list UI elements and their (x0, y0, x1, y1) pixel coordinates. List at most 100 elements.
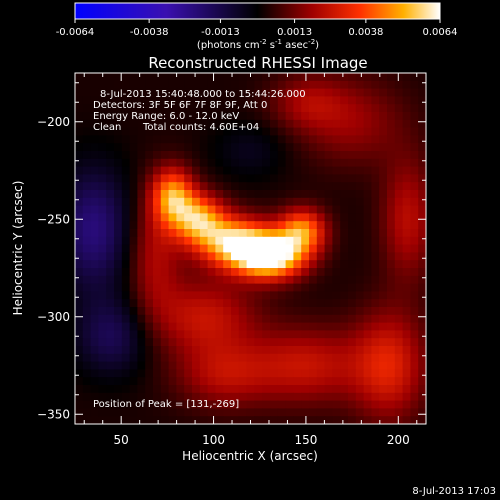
heatmap-cell (254, 166, 263, 175)
heatmap-cell (114, 96, 123, 105)
heatmap-cell (293, 338, 302, 347)
heatmap-cell (301, 236, 310, 246)
heatmap-cell (410, 244, 419, 253)
heatmap-cell (246, 353, 255, 363)
heatmap-cell (332, 307, 341, 316)
heatmap-cell (418, 197, 426, 207)
heatmap-cell (160, 322, 170, 331)
heatmap-cell (379, 151, 388, 160)
chart-title: Reconstructed RHESSI Image (148, 54, 367, 72)
heatmap-cell (394, 135, 404, 144)
heatmap-cell (223, 268, 232, 277)
heatmap-cell (238, 377, 248, 386)
heatmap-cell (199, 127, 209, 136)
heatmap-cell (215, 190, 224, 199)
heatmap-cell (82, 174, 92, 183)
heatmap-cell (199, 197, 209, 207)
heatmap-cell (340, 190, 349, 199)
heatmap-cell (324, 283, 333, 292)
heatmap-cell (176, 104, 185, 113)
heatmap-cell (153, 166, 162, 175)
heatmap-cell (215, 236, 224, 246)
heatmap-cell (277, 307, 287, 316)
heatmap-cell (98, 369, 107, 378)
heatmap-cell (316, 197, 326, 207)
heatmap-cell (223, 392, 232, 402)
heatmap-cell (309, 143, 318, 152)
heatmap-cell (309, 377, 318, 386)
heatmap-cell (277, 385, 287, 394)
heatmap-cell (106, 252, 115, 261)
heatmap-cell (394, 80, 404, 90)
heatmap-cell (215, 127, 224, 136)
heatmap-cell (293, 221, 302, 230)
heatmap-cell (246, 408, 255, 417)
heatmap-cell (332, 338, 341, 347)
heatmap-cell (160, 112, 170, 121)
heatmap-cell (184, 158, 193, 168)
heatmap-cell (363, 205, 372, 214)
heatmap-cell (262, 213, 271, 222)
heatmap-cell (238, 392, 248, 402)
heatmap-cell (418, 213, 426, 222)
heatmap-cell (129, 88, 138, 97)
heatmap-cell (129, 73, 138, 82)
heatmap-cell (231, 338, 240, 347)
heatmap-cell (168, 268, 177, 277)
heatmap-cell (340, 213, 349, 222)
heatmap-cell (379, 96, 388, 105)
heatmap-cell (254, 338, 263, 347)
heatmap-cell (316, 377, 326, 386)
heatmap-cell (418, 166, 426, 175)
heatmap-cell (176, 197, 185, 207)
heatmap-cell (153, 104, 162, 113)
heatmap-cell (75, 416, 84, 424)
heatmap-cell (90, 221, 99, 230)
heatmap-cell (254, 307, 263, 316)
heatmap-cell (371, 346, 380, 355)
heatmap-cell (238, 275, 248, 285)
heatmap-cell (324, 221, 333, 230)
heatmap-cell (98, 182, 107, 191)
heatmap-cell (192, 127, 201, 136)
heatmap-cell (402, 197, 411, 207)
heatmap-cell (153, 330, 162, 339)
heatmap-cell (301, 127, 310, 136)
heatmap-cell (277, 338, 287, 347)
heatmap-cell (355, 182, 365, 191)
heatmap-cell (324, 80, 333, 90)
heatmap-cell (106, 73, 115, 82)
heatmap-cell (371, 158, 380, 168)
heatmap-cell (324, 275, 333, 285)
heatmap-cell (98, 205, 107, 214)
heatmap-cell (168, 135, 177, 144)
heatmap-cell (192, 291, 201, 300)
heatmap-cell (176, 244, 185, 253)
heatmap-cell (379, 221, 388, 230)
heatmap-cell (160, 361, 170, 370)
heatmap-cell (371, 104, 380, 113)
heatmap-cell (199, 229, 209, 238)
heatmap-cell (316, 307, 326, 316)
heatmap-cell (418, 252, 426, 261)
heatmap-cell (192, 353, 201, 363)
heatmap-cell (184, 190, 193, 199)
heatmap-cell (348, 112, 357, 121)
heatmap-cell (168, 182, 177, 191)
heatmap-cell (106, 400, 115, 409)
heatmap-cell (184, 182, 193, 191)
heatmap-cell (129, 151, 138, 160)
heatmap-cell (410, 151, 419, 160)
heatmap-cell (192, 221, 201, 230)
heatmap-cell (316, 135, 326, 144)
heatmap-cell (160, 88, 170, 97)
heatmap-cell (301, 221, 310, 230)
heatmap-cell (106, 307, 115, 316)
heatmap-cell (199, 346, 209, 355)
heatmap-cell (363, 338, 372, 347)
heatmap-cell (402, 182, 411, 191)
heatmap-cell (254, 190, 263, 199)
heatmap-cell (121, 361, 131, 370)
heatmap-cell (192, 213, 201, 222)
heatmap-cell (129, 236, 138, 246)
